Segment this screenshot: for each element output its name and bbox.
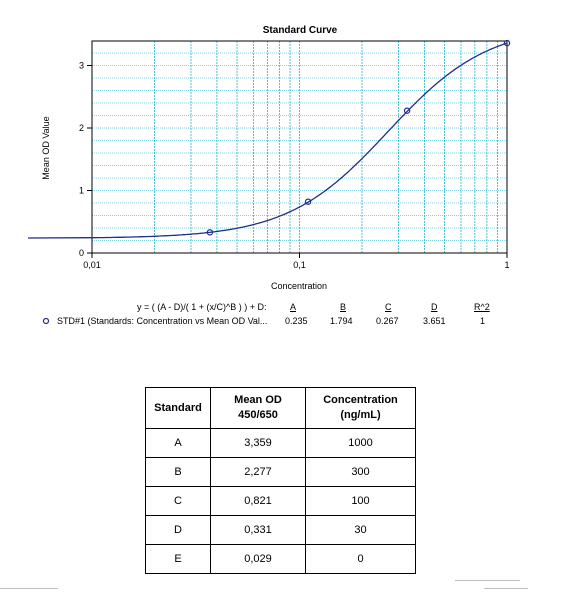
param-value-r2: 1 bbox=[480, 316, 486, 326]
fit-curve-layer bbox=[27, 42, 508, 239]
header-standard: Standard bbox=[145, 387, 211, 429]
param-header-a: A bbox=[290, 302, 297, 312]
divider-line bbox=[484, 588, 528, 589]
data-point bbox=[403, 107, 411, 114]
table-cell: 0,029 bbox=[210, 544, 306, 574]
series-marker-icon bbox=[42, 317, 50, 327]
chart-grid bbox=[92, 41, 507, 253]
y-tick-label: 0 bbox=[79, 248, 84, 258]
table-row: A 3,359 1000 bbox=[145, 428, 416, 458]
table-cell: 300 bbox=[305, 457, 416, 487]
data-point bbox=[206, 229, 214, 236]
param-value-a: 0.235 bbox=[285, 316, 308, 326]
table-cell: 0,821 bbox=[210, 486, 306, 516]
x-tick-label: 0,01 bbox=[83, 260, 101, 270]
y-tick-label: 2 bbox=[79, 123, 84, 133]
table-row: C 0,821 100 bbox=[145, 486, 416, 516]
table-row: D 0,331 30 bbox=[145, 515, 416, 545]
divider-line bbox=[455, 580, 520, 581]
y-axis-label: Mean OD Value bbox=[41, 116, 51, 179]
table-row: E 0,029 0 bbox=[145, 544, 416, 574]
x-tick-label: 0,1 bbox=[293, 260, 306, 270]
table-cell: 0 bbox=[305, 544, 416, 574]
divider-line bbox=[0, 588, 58, 589]
series-legend-label: STD#1 (Standards: Concentration vs Mean … bbox=[57, 316, 268, 326]
table-cell: 2,277 bbox=[210, 457, 306, 487]
header-concentration: Concentration (ng/mL) bbox=[305, 387, 416, 429]
header-mean-od: Mean OD 450/650 bbox=[210, 387, 306, 429]
table-cell: B bbox=[145, 457, 211, 487]
x-tick-label: 1 bbox=[504, 260, 509, 270]
param-header-b: B bbox=[340, 302, 347, 312]
table-cell: 100 bbox=[305, 486, 416, 516]
fit-equation: y = ( (A - D)/( 1 + (x/C)^B ) ) + D: bbox=[137, 302, 267, 312]
param-value-d: 3.651 bbox=[423, 316, 446, 326]
data-points-layer bbox=[206, 39, 511, 236]
param-header-r2: R^2 bbox=[474, 302, 490, 312]
data-point bbox=[503, 39, 511, 47]
param-value-b: 1.794 bbox=[330, 316, 353, 326]
table-cell: C bbox=[145, 486, 211, 516]
param-value-c: 0.267 bbox=[376, 316, 399, 326]
data-point bbox=[304, 198, 312, 205]
table-cell: 30 bbox=[305, 515, 416, 545]
param-header-c: C bbox=[385, 302, 392, 312]
fit-values-row: STD#1 (Standards: Concentration vs Mean … bbox=[0, 316, 563, 330]
table-row: B 2,277 300 bbox=[145, 457, 416, 487]
axis-ticks: 0 1 2 3 0,01 0,1 1 bbox=[79, 61, 510, 271]
x-axis-label: Concentration bbox=[271, 281, 327, 291]
fit-header-row: y = ( (A - D)/( 1 + (x/C)^B ) ) + D: A B… bbox=[0, 302, 563, 316]
param-header-d: D bbox=[431, 302, 438, 312]
table-cell: D bbox=[145, 515, 211, 545]
table-cell: A bbox=[145, 428, 211, 458]
table-cell: 3,359 bbox=[210, 428, 306, 458]
table-header-row: Standard Mean OD 450/650 Concentration (… bbox=[145, 387, 416, 429]
y-tick-label: 1 bbox=[79, 186, 84, 196]
chart-title: Standard Curve bbox=[263, 25, 338, 36]
table-cell: E bbox=[145, 544, 211, 574]
standard-curve-chart: 0 1 2 3 0,01 0,1 1 Standard Curve Concentratio… bbox=[27, 25, 511, 291]
table-cell: 1000 bbox=[305, 428, 416, 458]
y-tick-label: 3 bbox=[79, 61, 84, 71]
table-cell: 0,331 bbox=[210, 515, 306, 545]
standards-table: Standard Mean OD 450/650 Concentration (… bbox=[145, 387, 416, 574]
fit-curve-line bbox=[27, 42, 508, 239]
